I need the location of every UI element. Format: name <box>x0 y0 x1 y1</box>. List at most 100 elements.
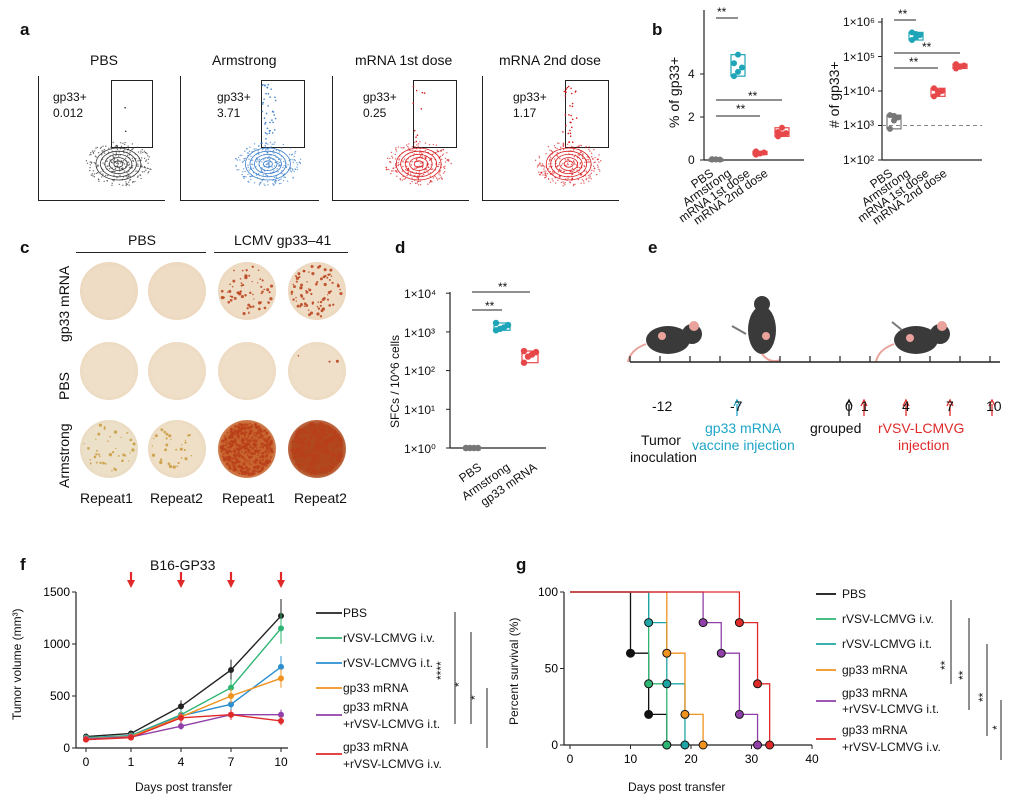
flow-dot <box>572 146 575 148</box>
elispot-spot <box>242 423 245 425</box>
elispot-spot <box>239 278 242 280</box>
elispot-spot <box>307 466 312 470</box>
flow-plot-mrna1: gp33+ 0.25 <box>332 76 469 201</box>
elispot-spot <box>231 285 234 288</box>
elispot-spot <box>128 460 130 462</box>
flow-dot <box>416 182 418 184</box>
elispot-spot <box>290 292 293 296</box>
elispot-spot <box>313 428 317 432</box>
elispot-spot <box>307 288 310 290</box>
d-point <box>532 348 540 356</box>
elispot-spot <box>232 468 236 472</box>
flow-dot <box>258 184 261 186</box>
g-event-point <box>716 648 726 658</box>
flow-dot <box>243 159 246 162</box>
elispot-spot <box>309 453 314 457</box>
flow-dot <box>406 169 408 172</box>
elispot-spot <box>107 440 109 442</box>
f-point <box>278 675 284 682</box>
elispot-spot <box>230 443 234 446</box>
elispot-spot <box>221 439 225 443</box>
elispot-spot <box>334 441 336 443</box>
gate-dot <box>415 89 418 92</box>
arrow-day10-icon <box>988 398 996 416</box>
elispot-spot <box>316 281 319 284</box>
elispot-well <box>80 420 138 478</box>
flow-dot <box>399 177 401 180</box>
gate-dot <box>567 85 570 88</box>
c-row-label: Armstrong <box>56 423 72 488</box>
flow-dot <box>125 163 128 165</box>
flow-dot <box>444 161 447 163</box>
flow-contour <box>245 147 291 181</box>
elispot-spot <box>321 298 325 302</box>
flow-dot <box>140 157 143 159</box>
flow-dot <box>92 175 94 177</box>
flow-dot <box>294 150 297 153</box>
flow-dot <box>136 176 139 178</box>
elispot-spot <box>260 443 263 446</box>
flow-dot <box>146 152 148 155</box>
gate-box <box>111 80 153 148</box>
elispot-spot <box>229 431 232 433</box>
elispot-spot <box>336 439 338 441</box>
flow-dot <box>427 166 430 169</box>
flow-dot <box>391 155 393 157</box>
elispot-spot <box>97 432 101 436</box>
flow-dot <box>116 148 119 151</box>
flow-dot <box>141 165 143 167</box>
elispot-spot <box>248 444 250 446</box>
flow-dot <box>578 145 580 148</box>
flow-contour <box>554 154 583 175</box>
elispot-spot <box>338 455 342 459</box>
c-row-label: PBS <box>56 371 72 400</box>
flow-dot <box>557 179 559 181</box>
flow-dot <box>243 175 246 178</box>
elispot-spot <box>257 452 260 454</box>
f-xlabel: Days post transfer <box>135 780 233 794</box>
elispot-spot <box>241 455 245 459</box>
flow-dot <box>555 162 557 165</box>
d-point <box>474 444 482 452</box>
flow-dot <box>234 157 237 160</box>
e-grouped-label: grouped <box>810 420 862 436</box>
elispot-spot <box>291 443 294 446</box>
flow-dot <box>441 158 443 161</box>
gate-dot <box>269 96 271 98</box>
elispot-spot <box>322 432 324 434</box>
flow-dot <box>123 143 126 146</box>
flow-dot <box>412 149 414 151</box>
elispot-spot <box>335 444 338 447</box>
elispot-spot <box>234 453 238 457</box>
flow-dot <box>430 179 432 182</box>
elispot-spot <box>246 423 249 427</box>
flow-dot <box>129 175 131 178</box>
flow-dot <box>235 165 237 168</box>
flow-dot <box>278 151 281 153</box>
elispot-spot <box>324 442 327 445</box>
flow-dot <box>570 163 573 166</box>
flow-dot <box>268 161 271 164</box>
f-ytick-label: 1000 <box>43 637 70 651</box>
elispot-spot <box>328 458 332 462</box>
flow-dot <box>569 170 572 173</box>
flow-dot <box>592 165 595 168</box>
elispot-spot <box>239 290 242 293</box>
elispot-spot <box>311 425 315 429</box>
flow-dot <box>566 158 569 161</box>
flow-dot <box>401 179 403 181</box>
flow-dot <box>573 169 575 171</box>
flow-dot <box>275 177 278 179</box>
flow-dot <box>124 141 126 144</box>
elispot-spot <box>329 437 332 439</box>
f-ytick-label: 500 <box>50 689 70 703</box>
flow-dot <box>119 174 121 176</box>
flow-contour <box>108 157 128 171</box>
gate-dot <box>568 114 570 116</box>
flow-dot <box>408 143 410 145</box>
flow-dot <box>557 171 560 173</box>
elispot-spot <box>232 428 234 431</box>
flow-dot <box>282 166 284 169</box>
elispot-spot <box>253 452 256 455</box>
g-event-point <box>662 679 672 689</box>
